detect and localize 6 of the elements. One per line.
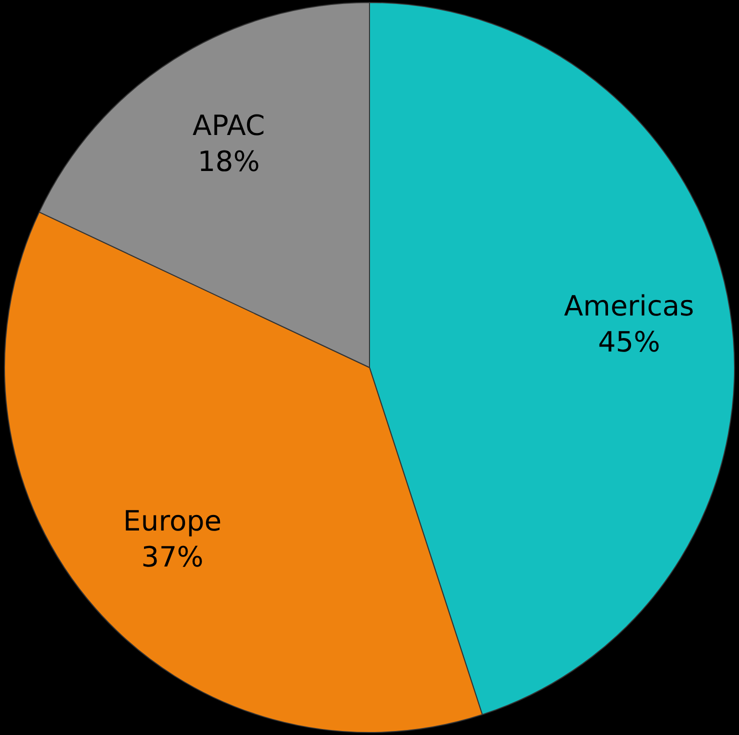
slice-label: Europe [123,504,222,538]
slice-label: APAC [192,108,265,142]
slice-label: Americas [564,290,694,323]
data-label: 45% [598,326,660,359]
data-label: 37% [141,540,204,574]
data-label: 18% [198,144,260,178]
